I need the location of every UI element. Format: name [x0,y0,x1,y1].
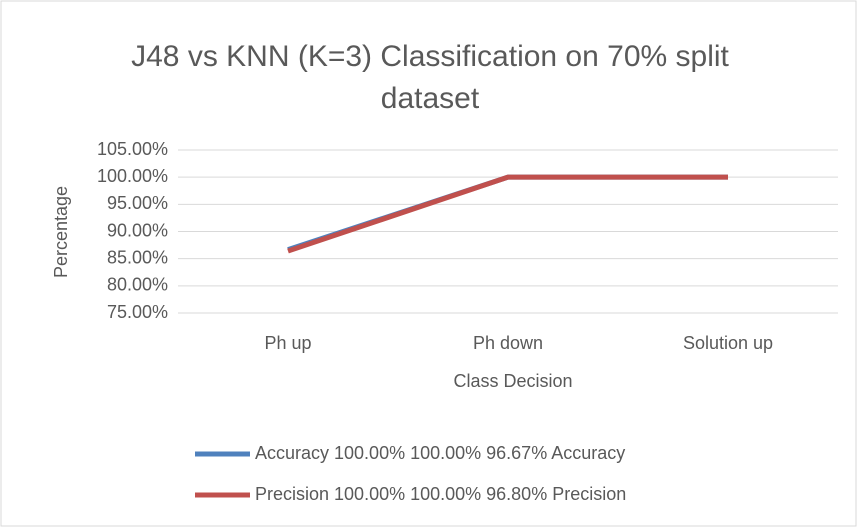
chart-title: J48 vs KNN (K=3) Classification on 70% s… [131,40,729,115]
legend-label: Precision 100.00% 100.00% 96.80% Precisi… [255,484,626,504]
y-tick-label: 75.00% [107,302,168,322]
y-tick-label: 85.00% [107,247,168,267]
y-tick-label: 80.00% [107,275,168,295]
x-tick-label: Solution up [683,333,773,353]
x-tick-label: Ph up [264,333,311,353]
y-tick-label: 95.00% [107,193,168,213]
y-tick-label: 105.00% [97,139,168,159]
y-tick-label: 90.00% [107,220,168,240]
y-tick-label: 100.00% [97,166,168,186]
x-tick-label: Ph down [473,333,543,353]
y-axis-label: Percentage [51,186,71,278]
series-line [287,174,728,252]
series-line [287,174,728,254]
x-axis-label: Class Decision [453,371,572,391]
legend-label: Accuracy 100.00% 100.00% 96.67% Accuracy [255,443,625,463]
